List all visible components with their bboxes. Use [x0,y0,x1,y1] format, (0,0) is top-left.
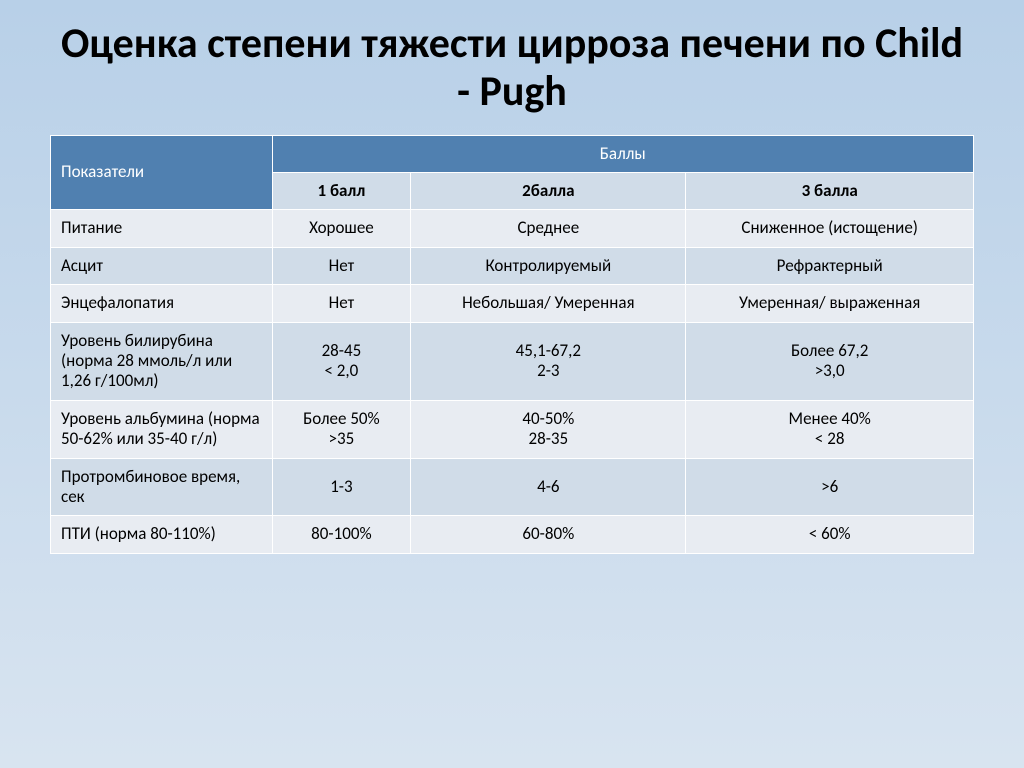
subheader-score3: 3 балла [686,172,974,209]
row-label: Энцефалопатия [51,285,273,322]
row-cell: 45,1-67,22-3 [411,322,686,400]
row-cell: 1-3 [272,458,411,516]
table-row: Асцит Нет Контролируемый Рефрактерный [51,247,974,284]
table-row: Уровень альбумина (норма 50-62% или 35-4… [51,400,974,458]
row-cell: 4-6 [411,458,686,516]
row-cell: Сниженное (истощение) [686,210,974,247]
row-label: ПТИ (норма 80-110%) [51,516,273,553]
header-scores: Баллы [272,135,973,172]
child-pugh-table: Показатели Баллы 1 балл 2балла 3 балла П… [50,135,974,554]
header-indicators: Показатели [51,135,273,210]
subheader-score1: 1 балл [272,172,411,209]
row-cell: Более 50%>35 [272,400,411,458]
row-cell: 60-80% [411,516,686,553]
table-row: Энцефалопатия Нет Небольшая/ Умеренная У… [51,285,974,322]
table-header-row: Показатели Баллы [51,135,974,172]
slide: Оценка степени тяжести цирроза печени по… [0,0,1024,768]
row-cell: Небольшая/ Умеренная [411,285,686,322]
row-cell: Более 67,2>3,0 [686,322,974,400]
row-cell: Нет [272,285,411,322]
row-cell: >6 [686,458,974,516]
table-row: ПТИ (норма 80-110%) 80-100% 60-80% < 60% [51,516,974,553]
row-label: Уровень билирубина (норма 28 ммоль/л или… [51,322,273,400]
row-cell: Среднее [411,210,686,247]
table-row: Уровень билирубина (норма 28 ммоль/л или… [51,322,974,400]
row-label: Уровень альбумина (норма 50-62% или 35-4… [51,400,273,458]
subheader-score2: 2балла [411,172,686,209]
row-cell: 80-100% [272,516,411,553]
page-title: Оценка степени тяжести цирроза печени по… [50,20,974,117]
row-cell: Контролируемый [411,247,686,284]
row-cell: 40-50%28-35 [411,400,686,458]
row-cell: Рефрактерный [686,247,974,284]
row-cell: Менее 40%< 28 [686,400,974,458]
row-cell: Хорошее [272,210,411,247]
row-label: Асцит [51,247,273,284]
row-cell: < 60% [686,516,974,553]
row-cell: Умеренная/ выраженная [686,285,974,322]
row-cell: 28-45< 2,0 [272,322,411,400]
table-row: Протромбиновое время, сек 1-3 4-6 >6 [51,458,974,516]
table-row: Питание Хорошее Среднее Сниженное (истощ… [51,210,974,247]
row-label: Протромбиновое время, сек [51,458,273,516]
row-label: Питание [51,210,273,247]
row-cell: Нет [272,247,411,284]
